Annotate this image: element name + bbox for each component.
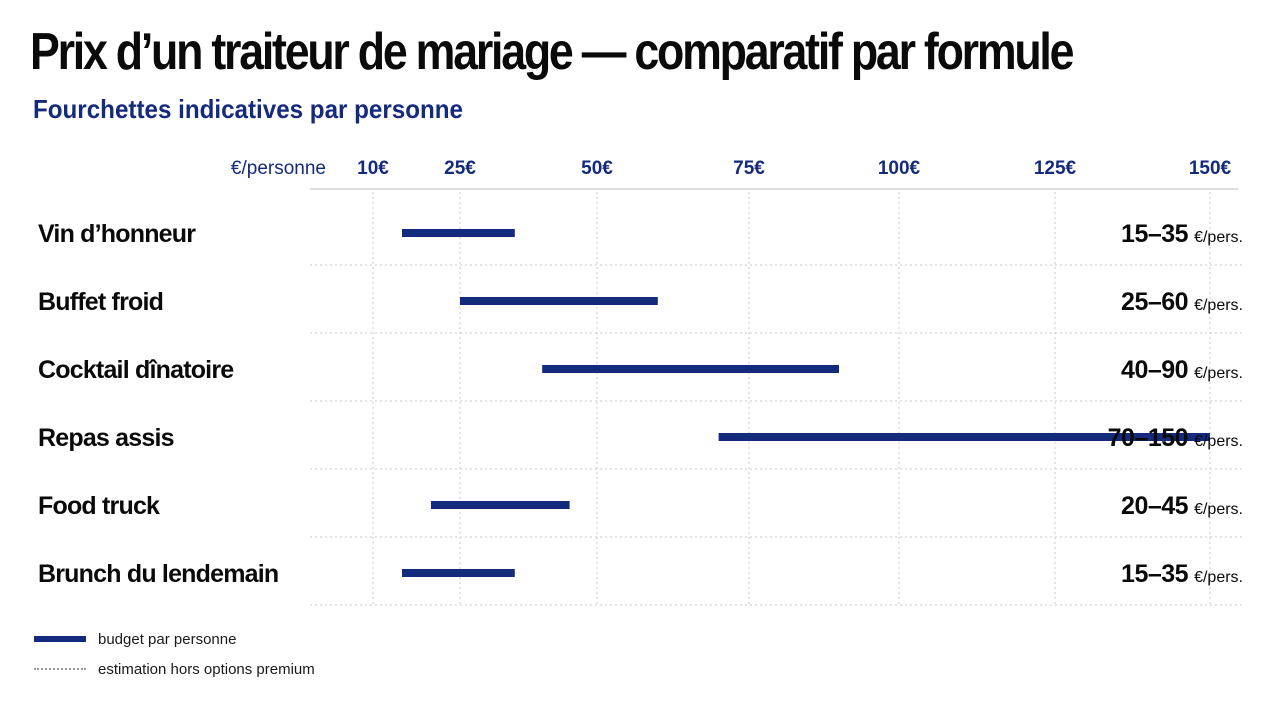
range-value-label: 70–150 €/pers. (1108, 424, 1243, 452)
range-bar (542, 365, 839, 373)
axis-unit-label: €/personne (231, 158, 326, 179)
category-label: Food truck (38, 492, 160, 520)
range-value-label: 25–60 €/pers. (1121, 288, 1243, 316)
chart-subtitle: Fourchettes indicatives par personne (33, 94, 463, 124)
range-value: 40–90 (1121, 356, 1188, 384)
range-unit: €/pers. (1194, 297, 1243, 314)
tick-label-75: 75€ (733, 158, 765, 179)
legend-item-budget: budget par personne (34, 630, 315, 648)
range-unit: €/pers. (1194, 433, 1243, 450)
range-bar (718, 433, 1210, 441)
chart-title: Prix d’un traiteur de mariage — comparat… (30, 23, 1075, 81)
tick-label-125: 125€ (1034, 158, 1077, 179)
category-label: Repas assis (38, 424, 174, 452)
tick-label-150: 150€ (1189, 158, 1232, 179)
category-label: Cocktail dînatoire (38, 356, 234, 384)
range-value: 15–35 (1121, 560, 1189, 588)
range-value: 15–35 (1121, 220, 1189, 248)
legend-label-estimate: estimation hors options premium (98, 660, 315, 678)
range-value-label: 40–90 €/pers. (1121, 356, 1243, 384)
range-unit: €/pers. (1194, 365, 1243, 382)
category-label: Vin d’honneur (38, 220, 196, 248)
range-bar (431, 501, 570, 509)
legend-swatch-dotted (34, 668, 86, 670)
range-value-label: 15–35 €/pers. (1121, 220, 1243, 248)
grid-layer (310, 192, 1245, 606)
category-label: Buffet froid (38, 288, 163, 316)
range-unit: €/pers. (1194, 569, 1243, 586)
range-unit: €/pers. (1194, 229, 1243, 246)
range-value: 20–45 (1121, 492, 1189, 520)
range-value-label: 20–45 €/pers. (1121, 492, 1243, 520)
range-value: 25–60 (1121, 288, 1188, 316)
legend-label-budget: budget par personne (98, 630, 237, 648)
range-value: 70–150 (1108, 424, 1188, 452)
legend-item-estimate: estimation hors options premium (34, 660, 315, 678)
category-label: Brunch du lendemain (38, 560, 278, 588)
tick-label-50: 50€ (581, 158, 613, 179)
legend-swatch-bar (34, 636, 86, 642)
x-axis: 10€ 25€ 50€ 75€ 100€ 125€ 150€ €/personne (231, 158, 1238, 190)
range-value-label: 15–35 €/pers. (1121, 560, 1243, 588)
legend: budget par personne estimation hors opti… (34, 630, 315, 690)
range-bar (402, 569, 515, 577)
range-bar (460, 297, 658, 305)
range-unit: €/pers. (1194, 501, 1243, 518)
range-bar (402, 229, 515, 237)
category-rows: Vin d’honneur 15–35 €/pers. Buffet froid 25–… (38, 220, 1243, 588)
tick-label-10: 10€ (357, 158, 389, 179)
tick-label-25: 25€ (444, 158, 476, 179)
tick-label-100: 100€ (878, 158, 921, 179)
